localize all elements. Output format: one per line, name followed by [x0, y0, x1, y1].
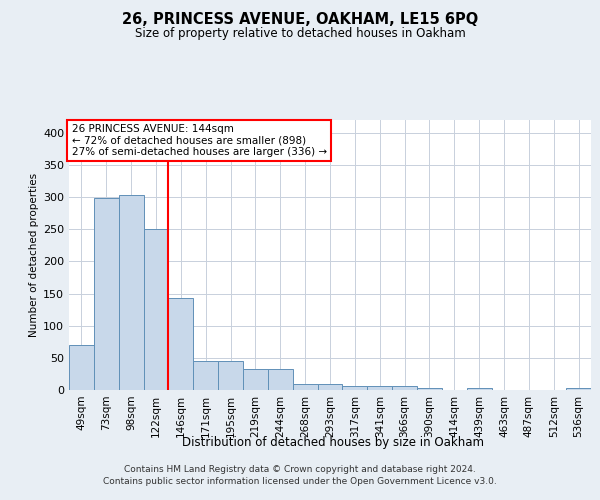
Bar — [367, 386, 392, 390]
Bar — [243, 370, 268, 390]
Bar — [566, 388, 591, 390]
Bar — [119, 195, 143, 390]
Bar — [268, 370, 293, 390]
Bar — [343, 386, 367, 390]
Bar — [218, 361, 243, 390]
Text: Distribution of detached houses by size in Oakham: Distribution of detached houses by size … — [182, 436, 484, 449]
Bar — [317, 384, 343, 390]
Bar — [94, 198, 119, 390]
Bar — [69, 345, 94, 390]
Text: Contains public sector information licensed under the Open Government Licence v3: Contains public sector information licen… — [103, 476, 497, 486]
Bar — [417, 388, 442, 390]
Text: Size of property relative to detached houses in Oakham: Size of property relative to detached ho… — [134, 28, 466, 40]
Bar — [293, 384, 317, 390]
Bar — [392, 386, 417, 390]
Bar — [169, 298, 193, 390]
Text: 26 PRINCESS AVENUE: 144sqm
← 72% of detached houses are smaller (898)
27% of sem: 26 PRINCESS AVENUE: 144sqm ← 72% of deta… — [71, 124, 327, 157]
Bar — [143, 230, 169, 390]
Text: Contains HM Land Registry data © Crown copyright and database right 2024.: Contains HM Land Registry data © Crown c… — [124, 464, 476, 473]
Y-axis label: Number of detached properties: Number of detached properties — [29, 173, 39, 337]
Bar — [193, 361, 218, 390]
Bar — [467, 388, 491, 390]
Text: 26, PRINCESS AVENUE, OAKHAM, LE15 6PQ: 26, PRINCESS AVENUE, OAKHAM, LE15 6PQ — [122, 12, 478, 28]
